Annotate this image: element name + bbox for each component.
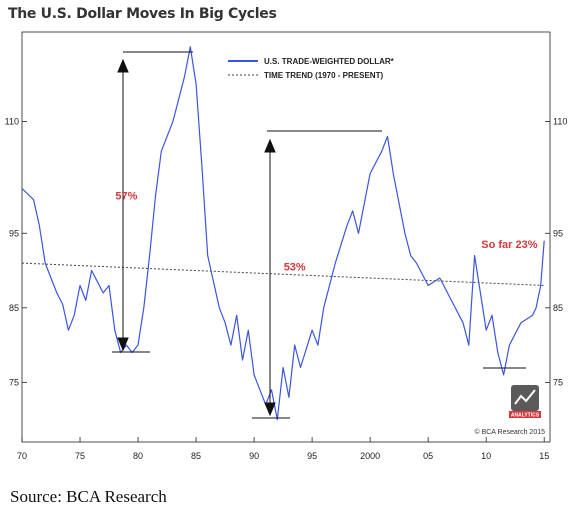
y-axis-right: 75 85 95 110	[545, 116, 567, 387]
plot-frame	[21, 31, 551, 443]
y-tick-label-right: 95	[553, 228, 563, 238]
legend-label-trend: TIME TREND (1970 - PRESENT)	[264, 71, 383, 80]
x-tick-label: 70	[17, 451, 27, 461]
legend: U.S. TRADE-WEIGHTED DOLLAR* TIME TREND (…	[228, 57, 395, 80]
x-tick-label: 2000	[360, 451, 380, 461]
y-tick-label-right: 75	[553, 377, 563, 387]
chart-title: The U.S. Dollar Moves In Big Cycles	[8, 6, 277, 22]
x-tick-label: 75	[75, 451, 85, 461]
y-tick-label-left: 75	[9, 377, 19, 387]
y-tick-label-left: 95	[9, 228, 19, 238]
cycle-2-bracket	[252, 130, 382, 419]
x-axis: 70 75 80 85 90 95 2000 05 10 15	[17, 437, 549, 461]
x-tick-label: 10	[481, 451, 491, 461]
y-tick-label-right: 110	[553, 116, 567, 126]
cycle-1-bracket	[112, 51, 193, 353]
annotation-so-far-23-percent: So far 23%	[481, 239, 537, 251]
x-tick-label: 95	[307, 451, 317, 461]
x-tick-label: 15	[539, 451, 549, 461]
logo-ribbon	[509, 411, 541, 418]
copyright-credit: © BCA Research 2015	[474, 428, 545, 436]
source-note: Source: BCA Research	[10, 487, 167, 506]
x-tick-label: 05	[423, 451, 433, 461]
series-time-trend-line	[21, 262, 545, 286]
annotation-57-percent: 57%	[115, 191, 137, 203]
x-tick-label: 90	[249, 451, 259, 461]
x-tick-label: 80	[133, 451, 143, 461]
y-tick-label-left: 110	[5, 116, 19, 126]
y-tick-label-right: 85	[553, 303, 563, 313]
logo-badge	[511, 385, 539, 411]
logo-text: ANALYTICS	[511, 413, 540, 419]
logo-chart-icon	[514, 389, 536, 405]
analytics-logo: ANALYTICS	[509, 385, 541, 419]
x-tick-label: 85	[191, 451, 201, 461]
y-axis-left: 75 85 95 110	[5, 116, 27, 387]
legend-label-dollar: U.S. TRADE-WEIGHTED DOLLAR*	[264, 57, 395, 66]
y-tick-label-left: 85	[9, 303, 19, 313]
annotation-53-percent: 53%	[284, 262, 306, 274]
